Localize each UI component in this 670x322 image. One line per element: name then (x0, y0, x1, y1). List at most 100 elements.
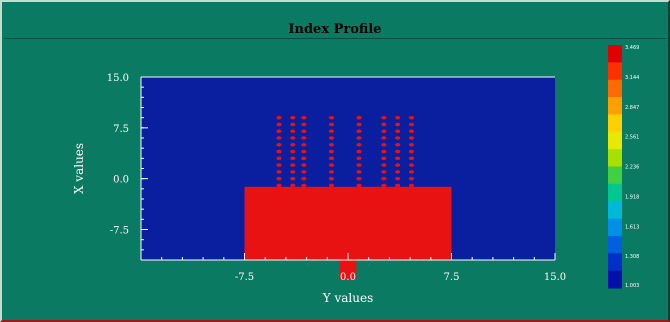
colorbar-label: 1.613 (625, 224, 639, 230)
index-dot (276, 183, 282, 188)
y-tick-label: -7.5 (110, 226, 129, 237)
index-dot (395, 129, 401, 134)
colorbar-segment (608, 131, 622, 150)
index-dot (301, 136, 307, 140)
index-dot (301, 129, 307, 134)
index-dot (408, 122, 415, 127)
index-dot (276, 115, 282, 120)
index-dot (395, 115, 401, 120)
index-dot (356, 176, 362, 181)
index-dot (276, 156, 282, 161)
colorbar-segment (608, 235, 622, 254)
index-dot (301, 156, 307, 161)
index-dot (395, 183, 401, 188)
colorbar-label: 1.308 (625, 254, 639, 260)
index-dot (290, 122, 296, 127)
colorbar-segment (608, 97, 622, 115)
index-dot (290, 136, 296, 140)
x-tick-label: 15.0 (544, 272, 566, 283)
colorbar-segment (608, 218, 622, 237)
index-dot (381, 129, 387, 134)
index-dot (381, 163, 387, 167)
index-dot (301, 142, 307, 147)
index-dot (301, 122, 307, 127)
y-axis-label: X values (72, 143, 86, 194)
index-dot (395, 163, 401, 167)
colorbar-segment (608, 183, 622, 202)
index-dot (301, 149, 307, 154)
index-dot (328, 122, 335, 127)
index-dot (290, 170, 296, 174)
y-tick-label: 0.0 (113, 175, 129, 186)
index-dot (356, 149, 362, 154)
index-dot (381, 183, 387, 188)
index-dot (395, 176, 401, 181)
colorbar-label: 2.236 (625, 165, 639, 171)
index-dot (395, 156, 401, 161)
index-dot (276, 176, 282, 181)
index-dot (356, 163, 362, 167)
index-dot (408, 115, 415, 120)
index-dot (408, 170, 415, 174)
index-dot (328, 176, 335, 181)
index-dot (408, 156, 415, 161)
x-axis-label: Y values (322, 291, 374, 305)
colorbar-label: 3.469 (625, 45, 639, 51)
index-dot (381, 142, 387, 147)
index-dot (395, 136, 401, 140)
y-tick-label: 15.0 (107, 73, 129, 84)
colorbar-segment (608, 166, 622, 185)
colorbar-label: 1.918 (625, 194, 639, 200)
index-dot (408, 149, 415, 154)
index-dot (328, 183, 335, 188)
index-dot (328, 142, 335, 147)
index-dot (276, 136, 282, 140)
index-dot (290, 163, 296, 167)
index-dot (381, 115, 387, 120)
index-dot (301, 176, 307, 181)
index-dot (356, 142, 362, 147)
x-tick-label: 0.0 (340, 272, 356, 283)
index-dot (301, 183, 307, 188)
index-dot (328, 149, 335, 154)
index-dot (395, 142, 401, 147)
colorbar-segment (608, 270, 622, 289)
colorbar-segment (608, 114, 622, 133)
index-dot (301, 115, 307, 120)
index-dot (290, 183, 296, 188)
colorbar-segment (608, 253, 622, 272)
index-dot (381, 149, 387, 154)
index-dot (276, 149, 282, 154)
index-dot (290, 156, 296, 161)
colorbar-label: 1.003 (625, 283, 639, 289)
index-dot (276, 142, 282, 147)
index-dot (290, 149, 296, 154)
colorbar-segment (608, 45, 622, 63)
colorbar-label: 2.847 (625, 105, 639, 111)
index-dot (381, 156, 387, 161)
x-tick-label: -7.5 (235, 272, 254, 283)
index-dot (408, 163, 415, 167)
colorbar-segment (608, 201, 622, 220)
index-dot (290, 176, 296, 181)
index-dot (356, 156, 362, 161)
index-dot (290, 142, 296, 147)
index-dot (328, 156, 335, 161)
index-dot (395, 122, 401, 127)
index-dot (328, 115, 335, 120)
colorbar-segment (608, 62, 622, 81)
index-dot (301, 163, 307, 167)
index-dot (290, 129, 296, 134)
index-dot (381, 122, 387, 127)
index-dot (381, 136, 387, 140)
colorbar-segment (608, 79, 622, 98)
colorbar-label: 2.561 (625, 135, 639, 141)
index-dot (408, 136, 415, 140)
colorbar-label: 3.144 (625, 75, 639, 81)
index-dot (276, 122, 282, 127)
index-dot (408, 176, 415, 181)
index-dot (408, 142, 415, 147)
region-slab (244, 186, 452, 260)
index-dot (276, 129, 282, 134)
